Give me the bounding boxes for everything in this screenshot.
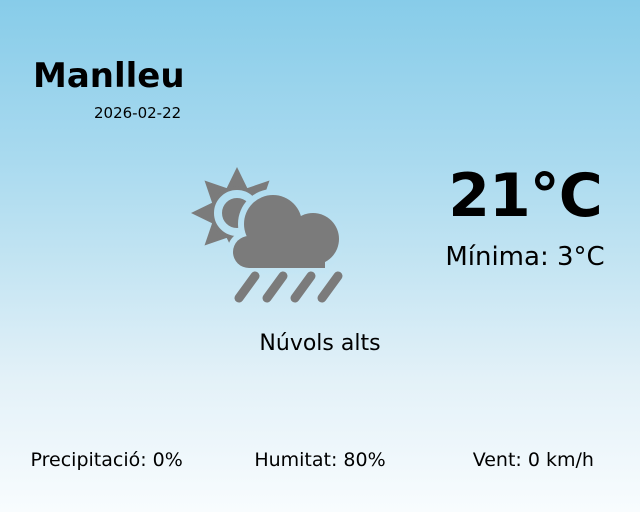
current-temperature: 21°C <box>448 161 603 231</box>
stat-humidity: Humitat: 80% <box>254 449 386 471</box>
cloud-icon <box>233 195 339 268</box>
condition-text: Núvols alts <box>259 331 381 356</box>
forecast-date: 2026-02-22 <box>94 104 182 122</box>
stat-wind: Vent: 0 km/h <box>472 449 594 471</box>
stat-precipitation: Precipitació: 0% <box>30 449 183 471</box>
rain-icon <box>234 271 343 303</box>
location-title: Manlleu <box>33 56 185 96</box>
temperature-block: 21°C Mínima: 3°C <box>420 162 630 272</box>
stats-row: Precipitació: 0% Humitat: 80% Vent: 0 km… <box>0 449 640 472</box>
min-temperature: Mínima: 3°C <box>445 242 605 272</box>
sun-rain-cloud-icon <box>191 167 345 303</box>
